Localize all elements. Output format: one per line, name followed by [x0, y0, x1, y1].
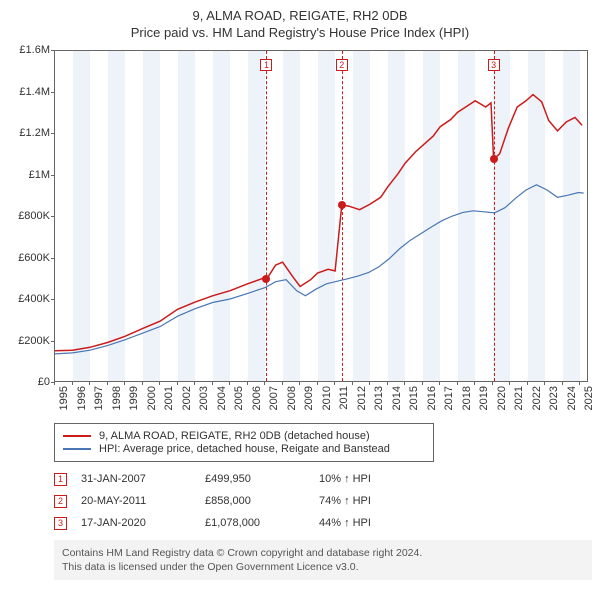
y-axis-label: £1M [6, 169, 50, 181]
legend-swatch [63, 435, 91, 437]
x-axis-label: 2019 [478, 386, 490, 410]
legend-item-hpi: HPI: Average price, detached house, Reig… [63, 443, 425, 455]
x-axis-label: 1998 [111, 386, 123, 410]
sale-badge-icon: 2 [54, 495, 67, 508]
sale-badge-icon: 3 [488, 59, 500, 71]
x-axis-label: 2022 [531, 386, 543, 410]
sales-row: 3 17-JAN-2020 £1,078,000 44% HPI [54, 512, 534, 534]
x-axis-label: 1995 [58, 386, 70, 410]
sale-dot [262, 275, 270, 283]
y-axis-label: £1.2M [6, 127, 50, 139]
sale-pct: 10% HPI [319, 473, 409, 485]
x-axis-label: 2014 [391, 386, 403, 410]
sale-price: £499,950 [205, 473, 305, 485]
x-axis-label: 2004 [216, 386, 228, 410]
sale-badge-icon: 1 [260, 59, 272, 71]
x-axis-label: 2007 [268, 386, 280, 410]
footer-line-2: This data is licensed under the Open Gov… [62, 560, 584, 574]
y-axis-label: £1.6M [6, 44, 50, 56]
x-axis-label: 1997 [93, 386, 105, 410]
sale-pct: 74% HPI [319, 495, 409, 507]
title-address: 9, ALMA ROAD, REIGATE, RH2 0DB [0, 8, 600, 23]
y-axis-label: £0 [6, 376, 50, 388]
hpi-line [55, 185, 584, 354]
sale-date: 17-JAN-2020 [81, 517, 191, 529]
attribution-footer: Contains HM Land Registry data © Crown c… [54, 540, 592, 580]
sale-price: £1,078,000 [205, 517, 305, 529]
sale-badge-icon: 1 [54, 473, 67, 486]
sale-price: £858,000 [205, 495, 305, 507]
sale-dot [490, 155, 498, 163]
y-axis-label: £1.4M [6, 86, 50, 98]
chart-lines [55, 51, 589, 383]
x-axis-label: 2011 [338, 386, 350, 410]
x-axis-label: 2009 [303, 386, 315, 410]
x-axis-label: 2003 [198, 386, 210, 410]
x-axis-label: 2024 [566, 386, 578, 410]
x-axis-label: 2018 [461, 386, 473, 410]
sale-badge-icon: 2 [336, 59, 348, 71]
footer-line-1: Contains HM Land Registry data © Crown c… [62, 546, 584, 560]
sale-date: 20-MAY-2011 [81, 495, 191, 507]
legend-label: 9, ALMA ROAD, REIGATE, RH2 0DB (detached… [99, 430, 370, 442]
x-axis-label: 1996 [76, 386, 88, 410]
title-subtitle: Price paid vs. HM Land Registry's House … [0, 25, 600, 40]
sale-badge-icon: 3 [54, 517, 67, 530]
sale-dot [338, 201, 346, 209]
x-axis-label: 2010 [321, 386, 333, 410]
legend-label: HPI: Average price, detached house, Reig… [99, 443, 390, 455]
x-axis-label: 2021 [513, 386, 525, 410]
x-axis-label: 2015 [408, 386, 420, 410]
x-axis-label: 2001 [163, 386, 175, 410]
x-axis-label: 2002 [181, 386, 193, 410]
x-axis-label: 2023 [548, 386, 560, 410]
x-axis-label: 2005 [233, 386, 245, 410]
legend: 9, ALMA ROAD, REIGATE, RH2 0DB (detached… [54, 423, 434, 462]
sales-row: 1 31-JAN-2007 £499,950 10% HPI [54, 468, 534, 490]
chart-plot-area: 1 2 3 [54, 50, 588, 382]
sales-row: 2 20-MAY-2011 £858,000 74% HPI [54, 490, 534, 512]
x-axis-label: 2012 [356, 386, 368, 410]
x-axis-label: 1999 [128, 386, 140, 410]
x-axis-label: 2008 [286, 386, 298, 410]
y-axis-label: £200K [6, 335, 50, 347]
x-axis-label: 2006 [251, 386, 263, 410]
sale-date: 31-JAN-2007 [81, 473, 191, 485]
y-axis-label: £800K [6, 210, 50, 222]
sale-pct: 44% HPI [319, 517, 409, 529]
legend-item-property: 9, ALMA ROAD, REIGATE, RH2 0DB (detached… [63, 430, 425, 442]
x-axis-label: 2017 [443, 386, 455, 410]
x-axis-label: 2016 [426, 386, 438, 410]
y-axis-label: £400K [6, 293, 50, 305]
sales-table: 1 31-JAN-2007 £499,950 10% HPI 2 20-MAY-… [54, 468, 534, 534]
x-axis-label: 2000 [146, 386, 158, 410]
x-axis-label: 2020 [496, 386, 508, 410]
x-axis-label: 2025 [583, 386, 595, 410]
x-axis-label: 2013 [373, 386, 385, 410]
y-axis-label: £600K [6, 252, 50, 264]
legend-swatch [63, 448, 91, 450]
chart-title-block: 9, ALMA ROAD, REIGATE, RH2 0DB Price pai… [0, 0, 600, 44]
property-line [55, 95, 582, 351]
